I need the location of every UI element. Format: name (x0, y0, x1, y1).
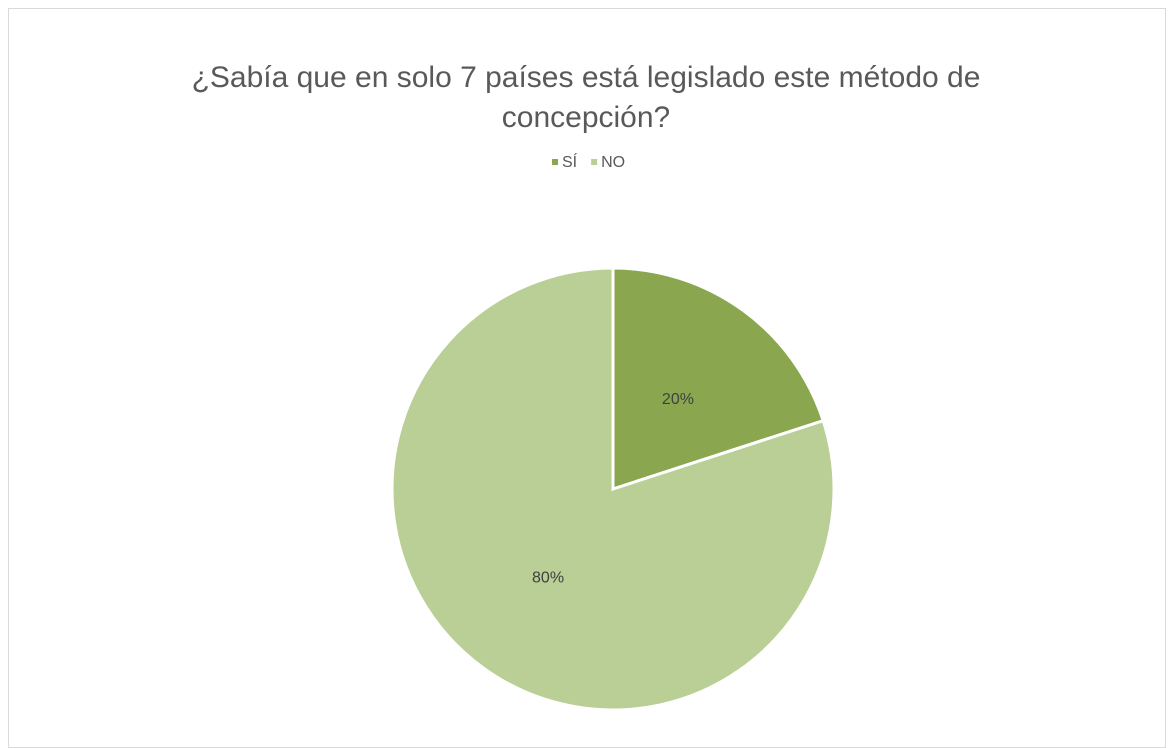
legend-label: SÍ (562, 152, 578, 171)
data-label: 80% (532, 570, 564, 587)
legend-swatch (591, 159, 598, 165)
pie-slice (611, 266, 826, 492)
chart-title: ¿Sabía que en solo 7 países está legisla… (191, 61, 981, 134)
legend-swatch (552, 159, 558, 165)
data-label: 20% (662, 391, 694, 408)
pie-slice (390, 266, 836, 712)
legend-label: NO (601, 154, 625, 171)
